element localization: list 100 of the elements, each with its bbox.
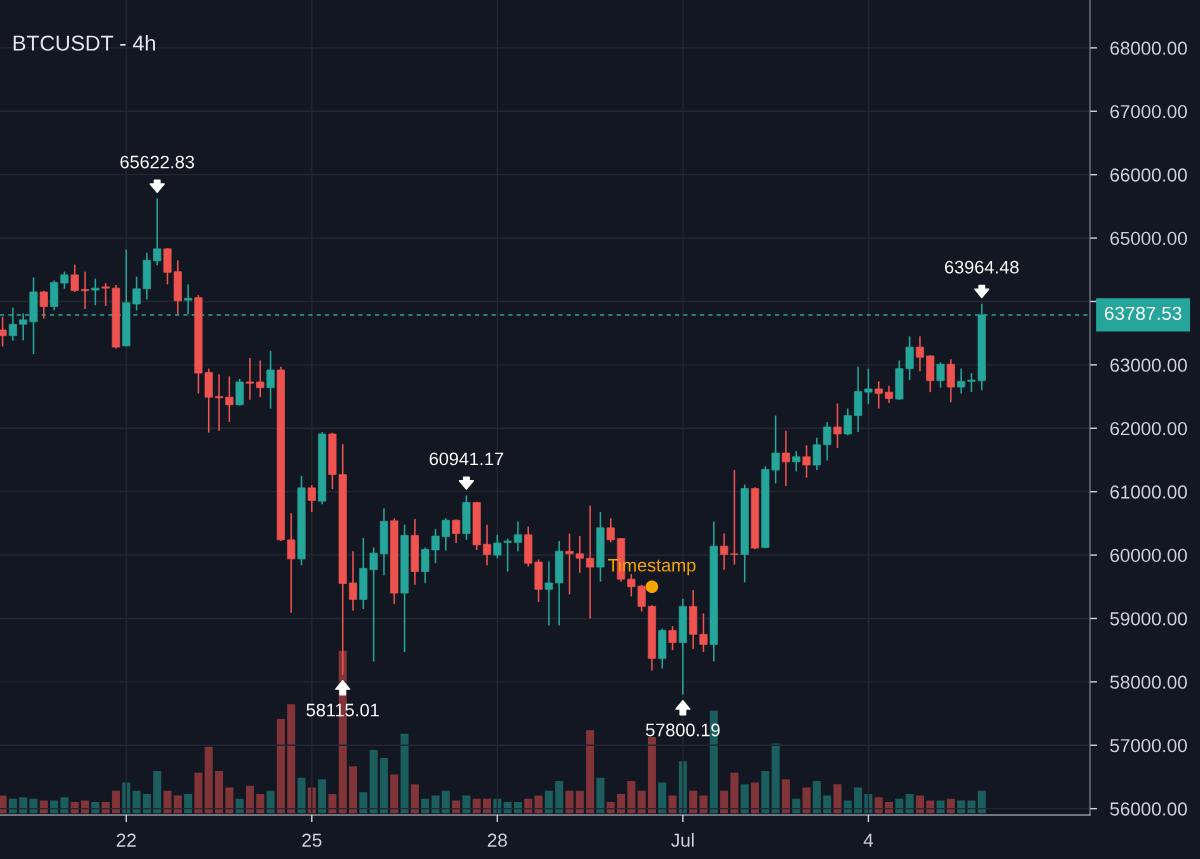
bar bbox=[874, 797, 883, 814]
bar bbox=[19, 797, 28, 814]
candlestick bbox=[720, 532, 729, 571]
y-tick-label: 57000.00 bbox=[1110, 738, 1187, 753]
x-tick-label: 22 bbox=[116, 833, 136, 847]
bar bbox=[761, 771, 770, 814]
bar bbox=[60, 797, 69, 814]
bar bbox=[379, 758, 388, 814]
y-tick-label: 65000.00 bbox=[1110, 231, 1187, 246]
bar bbox=[153, 771, 162, 814]
ref-line-label: 63787.53 bbox=[1104, 306, 1182, 320]
x-tick-label: Jul bbox=[671, 833, 694, 847]
bar bbox=[50, 800, 59, 814]
bar bbox=[781, 779, 790, 814]
bar bbox=[977, 790, 986, 814]
bar bbox=[555, 780, 564, 814]
bar bbox=[750, 782, 760, 814]
y-tick-label: 61000.00 bbox=[1110, 485, 1187, 499]
bar bbox=[0, 795, 7, 814]
candlestick bbox=[101, 282, 110, 307]
y-tick-label: 60000.00 bbox=[1110, 548, 1187, 563]
bar bbox=[689, 790, 698, 814]
candlestick bbox=[843, 407, 852, 437]
bar bbox=[410, 784, 419, 814]
annotation: 63964.48 bbox=[945, 260, 1019, 274]
bar bbox=[359, 792, 368, 814]
x-tick-label: 25 bbox=[302, 833, 322, 847]
bar bbox=[349, 766, 358, 814]
candlestick bbox=[80, 270, 90, 310]
bar bbox=[142, 793, 151, 814]
candlestick bbox=[823, 421, 832, 462]
bar bbox=[926, 800, 935, 814]
candlestick bbox=[307, 484, 316, 513]
candlestick bbox=[266, 350, 275, 410]
candlestick bbox=[153, 197, 162, 267]
bar bbox=[647, 736, 656, 814]
bar bbox=[328, 793, 337, 814]
bar bbox=[184, 793, 193, 814]
candlestick bbox=[812, 437, 821, 471]
bar bbox=[812, 780, 821, 814]
candlestick bbox=[936, 361, 945, 389]
bar bbox=[194, 772, 203, 814]
y-tick-label: 66000.00 bbox=[1110, 168, 1187, 182]
bar bbox=[843, 800, 852, 814]
candlestick bbox=[482, 523, 492, 566]
bar bbox=[596, 777, 605, 814]
bar bbox=[617, 793, 626, 814]
y-tick-label: 63000.00 bbox=[1110, 358, 1187, 372]
candlestick bbox=[348, 550, 358, 612]
y-tick-label: 62000.00 bbox=[1110, 421, 1187, 436]
candlestick bbox=[70, 263, 79, 293]
candlestick bbox=[781, 430, 790, 487]
bar bbox=[369, 749, 378, 814]
candlestick bbox=[730, 469, 739, 566]
y-tick-label: 68000.00 bbox=[1110, 41, 1187, 55]
bar bbox=[565, 790, 574, 814]
candlestick bbox=[874, 380, 883, 410]
bar bbox=[575, 790, 584, 814]
candlestick bbox=[235, 378, 244, 407]
bar bbox=[163, 790, 172, 814]
bar bbox=[111, 790, 120, 814]
candlestick bbox=[225, 375, 234, 423]
bar bbox=[318, 779, 327, 814]
bar bbox=[215, 771, 224, 814]
y-tick-label: 59000.00 bbox=[1110, 612, 1187, 626]
candlestick bbox=[513, 520, 522, 553]
bar bbox=[833, 784, 842, 814]
bar bbox=[730, 772, 739, 814]
bar bbox=[802, 787, 811, 814]
bar bbox=[905, 793, 914, 814]
candlestick bbox=[245, 357, 255, 401]
bar bbox=[627, 780, 636, 814]
bar bbox=[854, 787, 863, 814]
y-tick-label: 67000.00 bbox=[1110, 104, 1187, 119]
bar bbox=[586, 730, 595, 814]
candlestick bbox=[91, 277, 100, 307]
bar bbox=[452, 800, 461, 814]
bar bbox=[390, 774, 399, 814]
bar bbox=[39, 800, 48, 814]
bar bbox=[431, 795, 440, 814]
bar bbox=[225, 787, 234, 814]
candlestick bbox=[802, 444, 811, 479]
bar bbox=[256, 793, 265, 814]
bar bbox=[81, 800, 90, 814]
annotation: 65622.83 bbox=[120, 155, 195, 169]
candlestick bbox=[544, 560, 553, 627]
bar bbox=[276, 718, 285, 814]
candlestick bbox=[792, 450, 801, 473]
x-tick-label: 4 bbox=[863, 833, 874, 847]
candlestick bbox=[833, 402, 842, 449]
candlestick bbox=[287, 512, 296, 614]
candlestick bbox=[586, 504, 595, 620]
bar bbox=[720, 790, 729, 814]
bar bbox=[658, 782, 667, 814]
candlestick bbox=[214, 373, 224, 432]
annotation: 60941.17 bbox=[429, 452, 504, 466]
x-tick-label: 28 bbox=[487, 833, 507, 847]
bar bbox=[637, 790, 646, 814]
candlestick bbox=[256, 359, 265, 398]
bar bbox=[441, 790, 450, 814]
